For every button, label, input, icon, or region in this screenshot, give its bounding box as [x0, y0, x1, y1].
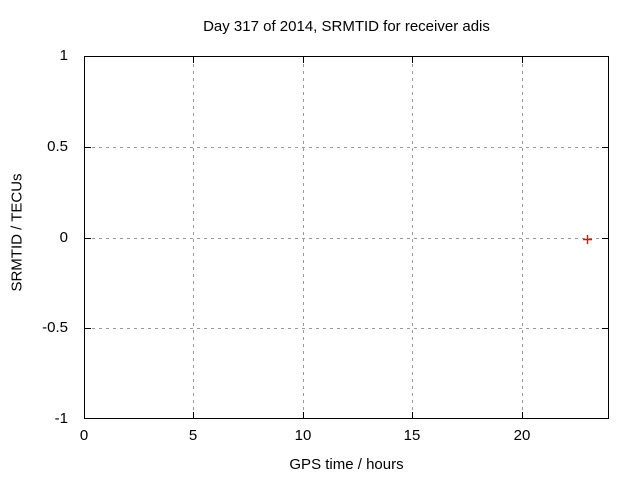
y-gridline [85, 147, 608, 148]
x-tick-top [303, 57, 304, 63]
y-tick-label: 0 [59, 229, 68, 246]
x-tick-bottom [193, 412, 194, 418]
x-tick-label: 5 [188, 427, 198, 444]
x-tick-label: 0 [79, 427, 89, 444]
y-axis-label: SRMTID / TECUs [8, 173, 26, 292]
y-tick-label: -0.5 [42, 319, 68, 336]
x-tick-bottom [303, 412, 304, 418]
x-gridline [522, 57, 523, 418]
x-tick-label: 10 [294, 427, 312, 444]
y-tick-right [602, 147, 608, 148]
y-tick-right [602, 328, 608, 329]
y-tick-right [602, 238, 608, 239]
x-tick-top [522, 57, 523, 63]
x-tick-top [412, 57, 413, 63]
plot-area [84, 56, 609, 419]
y-tick-label: 0.5 [47, 138, 68, 155]
x-tick-bottom [412, 412, 413, 418]
plus-marker-icon [582, 235, 592, 244]
x-gridline [193, 57, 194, 418]
x-tick-label: 15 [403, 427, 421, 444]
x-gridline [412, 57, 413, 418]
y-tick-left [85, 328, 91, 329]
x-axis-label: GPS time / hours [289, 456, 404, 473]
x-tick-top [193, 57, 194, 63]
x-tick-label: 20 [513, 427, 531, 444]
data-point-marker [582, 232, 593, 244]
chart-title: Day 317 of 2014, SRMTID for receiver adi… [203, 18, 490, 35]
x-gridline [303, 57, 304, 418]
y-tick-label: -1 [54, 410, 68, 427]
y-tick-left [85, 147, 91, 148]
y-tick-label: 1 [59, 47, 68, 64]
y-tick-left [85, 238, 91, 239]
x-tick-bottom [522, 412, 523, 418]
y-gridline [85, 328, 608, 329]
y-gridline [85, 238, 608, 239]
